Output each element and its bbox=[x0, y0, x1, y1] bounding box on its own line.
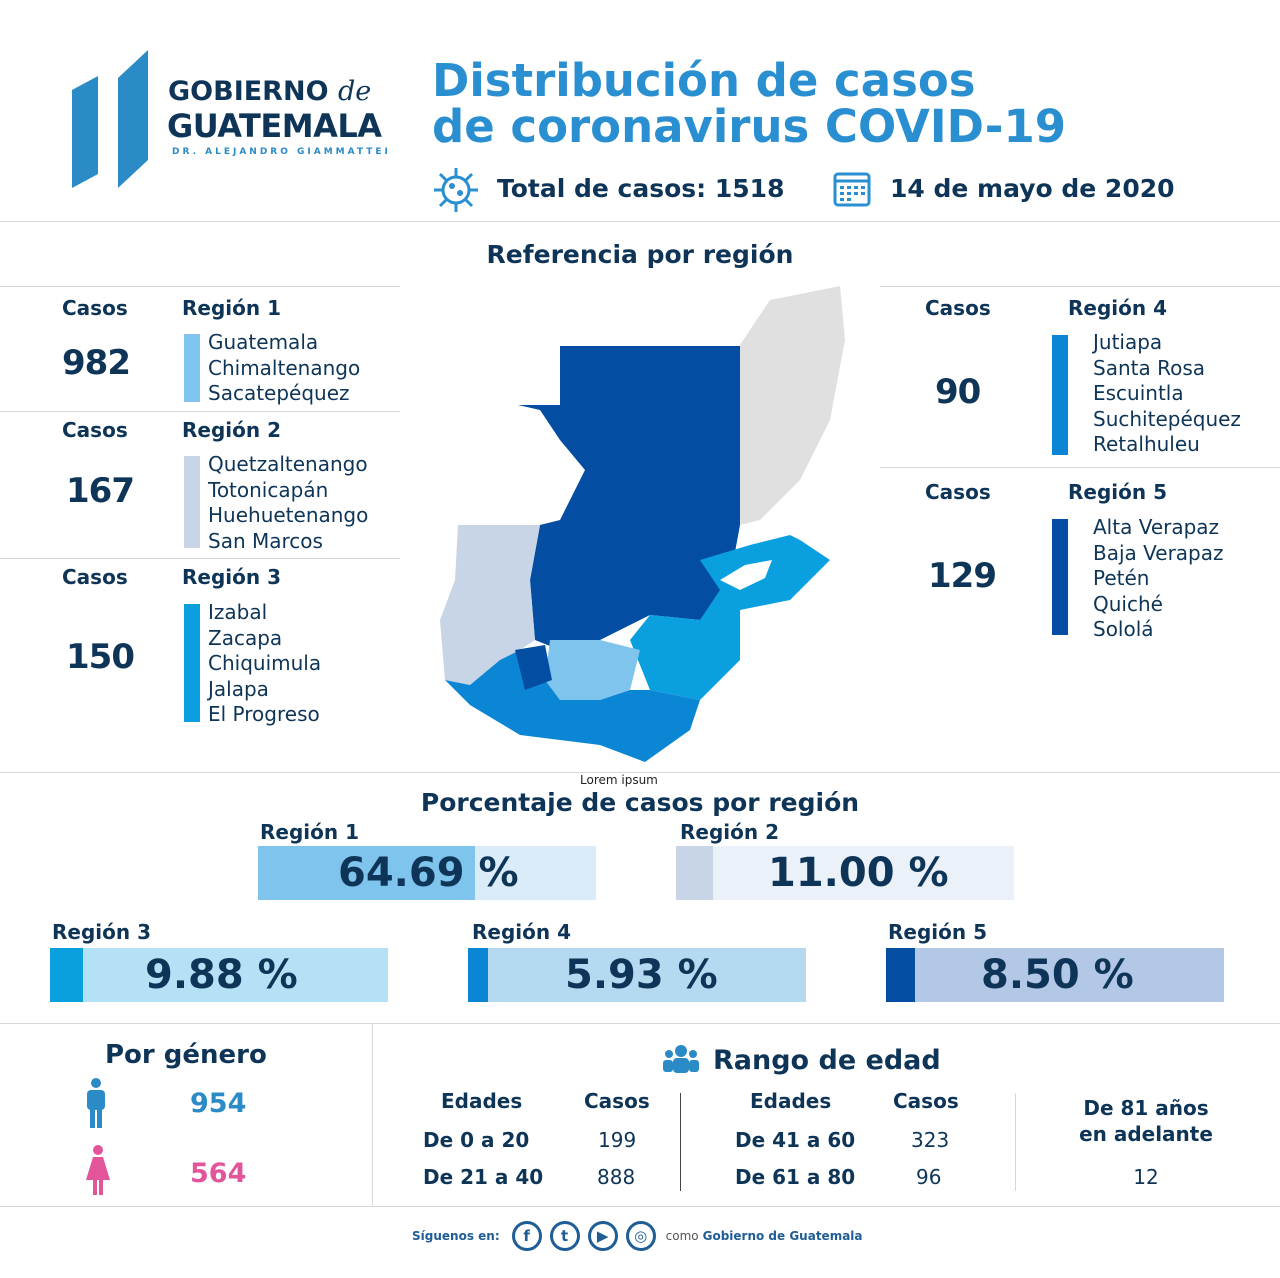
map-belize-area bbox=[740, 286, 845, 525]
casos-label: Casos bbox=[925, 480, 991, 504]
age-cases: 96 bbox=[916, 1165, 942, 1189]
report-date: 14 de mayo de 2020 bbox=[890, 174, 1175, 203]
male-icon bbox=[87, 1078, 105, 1128]
age-over-81-label: De 81 años en adelante bbox=[1079, 1096, 1213, 1146]
age-cases: 888 bbox=[597, 1165, 636, 1189]
guatemala-map bbox=[440, 286, 845, 762]
age-over-81-cases: 12 bbox=[1133, 1165, 1159, 1189]
page-title: Distribución de casos de coronavirus COV… bbox=[432, 54, 1067, 153]
map-sacatepequez bbox=[515, 645, 552, 690]
percentages-title: Porcentaje de casos por región bbox=[420, 788, 860, 817]
follow-label: Síguenos en: bbox=[412, 1229, 500, 1243]
department-list: Alta Verapaz Baja Verapaz Petén Quiché Solol… bbox=[1093, 515, 1224, 641]
map-lake-izabal bbox=[720, 560, 772, 590]
region-3-swatch bbox=[184, 604, 200, 722]
department-list: Quetzaltenango Totonicapán Huehuetenango Sa… bbox=[208, 452, 369, 553]
region-name: Región 3 bbox=[182, 565, 281, 589]
age-range: De 21 a 40 bbox=[423, 1165, 544, 1189]
department-list: Guatemala Chimaltenango Sacatepéquez bbox=[208, 330, 361, 405]
age-col-header: Edades bbox=[750, 1089, 832, 1113]
casos-label: Casos bbox=[925, 296, 991, 320]
cases-col-header: Casos bbox=[584, 1089, 650, 1113]
male-count: 954 bbox=[190, 1088, 247, 1119]
age-col-header: Edades bbox=[441, 1089, 523, 1113]
total-cases: Total de casos: 1518 bbox=[497, 174, 785, 203]
calendar-icon bbox=[833, 172, 871, 207]
map-region-1 bbox=[545, 640, 640, 700]
como-label: como bbox=[665, 1229, 699, 1243]
female-count: 564 bbox=[190, 1158, 247, 1189]
pct-region-1-bar: 64.69 % bbox=[258, 846, 596, 900]
region-cases: 982 bbox=[62, 343, 131, 383]
pct-region-2-bar: 11.00 % bbox=[676, 846, 1014, 900]
region-name: Región 4 bbox=[1068, 296, 1167, 320]
map-title: Referencia por región bbox=[486, 240, 794, 269]
region-cases: 129 bbox=[928, 556, 997, 596]
logo-text-guatemala: GUATEMALA bbox=[167, 107, 382, 145]
footer: Síguenos en: f t ▶ ◎ como Gobierno de Gu… bbox=[412, 1221, 863, 1251]
map-region-5 bbox=[518, 346, 740, 650]
youtube-icon[interactable]: ▶ bbox=[587, 1221, 618, 1251]
region-1-swatch bbox=[184, 334, 200, 402]
gender-title: Por género bbox=[105, 1040, 267, 1070]
region-4-swatch bbox=[1052, 335, 1068, 455]
group-icon bbox=[663, 1045, 699, 1073]
age-range: De 61 a 80 bbox=[735, 1165, 856, 1189]
casos-label: Casos bbox=[62, 565, 128, 589]
region-2-swatch bbox=[184, 456, 200, 548]
pct-region-2-label: Región 2 bbox=[680, 820, 779, 844]
region-cases: 167 bbox=[66, 471, 135, 511]
region-name: Región 1 bbox=[182, 296, 281, 320]
pct-region-5-bar: 8.50 % bbox=[886, 948, 1224, 1002]
region-cases: 150 bbox=[66, 637, 135, 677]
casos-label: Casos bbox=[62, 418, 128, 442]
facebook-icon[interactable]: f bbox=[511, 1221, 542, 1251]
placeholder-text: Lorem ipsum bbox=[580, 773, 658, 787]
map-region-3 bbox=[630, 535, 830, 700]
pct-region-4-label: Región 4 bbox=[472, 920, 571, 944]
region-cases: 90 bbox=[935, 372, 981, 412]
account-name: Gobierno de Guatemala bbox=[702, 1229, 863, 1243]
casos-label: Casos bbox=[62, 296, 128, 320]
pct-region-3-label: Región 3 bbox=[52, 920, 151, 944]
logo-subtitle: DR. ALEJANDRO GIAMMATTEI bbox=[172, 147, 391, 157]
age-title: Rango de edad bbox=[713, 1045, 941, 1076]
age-range: De 0 a 20 bbox=[423, 1128, 530, 1152]
age-cases: 323 bbox=[911, 1128, 950, 1152]
logo-text-de: de bbox=[337, 76, 372, 107]
logo-text: GOBIERNO bbox=[168, 76, 329, 107]
female-icon bbox=[86, 1145, 110, 1195]
pct-region-1-label: Región 1 bbox=[260, 820, 359, 844]
age-range: De 41 a 60 bbox=[735, 1128, 856, 1152]
region-5-swatch bbox=[1052, 519, 1068, 635]
department-list: Jutiapa Santa Rosa Escuintla Suchitepéquez R… bbox=[1093, 330, 1241, 456]
cases-col-header: Casos bbox=[893, 1089, 959, 1113]
logo: GOBIERNO de GUATEMALA DR. ALEJANDRO GIAM… bbox=[70, 44, 400, 194]
virus-icon bbox=[434, 168, 478, 212]
logo-bars-icon bbox=[72, 50, 148, 188]
department-list: Izabal Zacapa Chiquimula Jalapa El Progreso bbox=[208, 600, 322, 726]
map-region-4 bbox=[445, 650, 700, 762]
pct-region-4-bar: 5.93 % bbox=[468, 948, 806, 1002]
map-region-2 bbox=[440, 525, 540, 685]
region-name: Región 2 bbox=[182, 418, 281, 442]
age-cases: 199 bbox=[598, 1128, 637, 1152]
twitter-icon[interactable]: t bbox=[549, 1221, 580, 1251]
pct-region-5-label: Región 5 bbox=[888, 920, 987, 944]
region-name: Región 5 bbox=[1068, 480, 1167, 504]
instagram-icon[interactable]: ◎ bbox=[625, 1221, 656, 1251]
pct-region-3-bar: 9.88 % bbox=[50, 948, 388, 1002]
